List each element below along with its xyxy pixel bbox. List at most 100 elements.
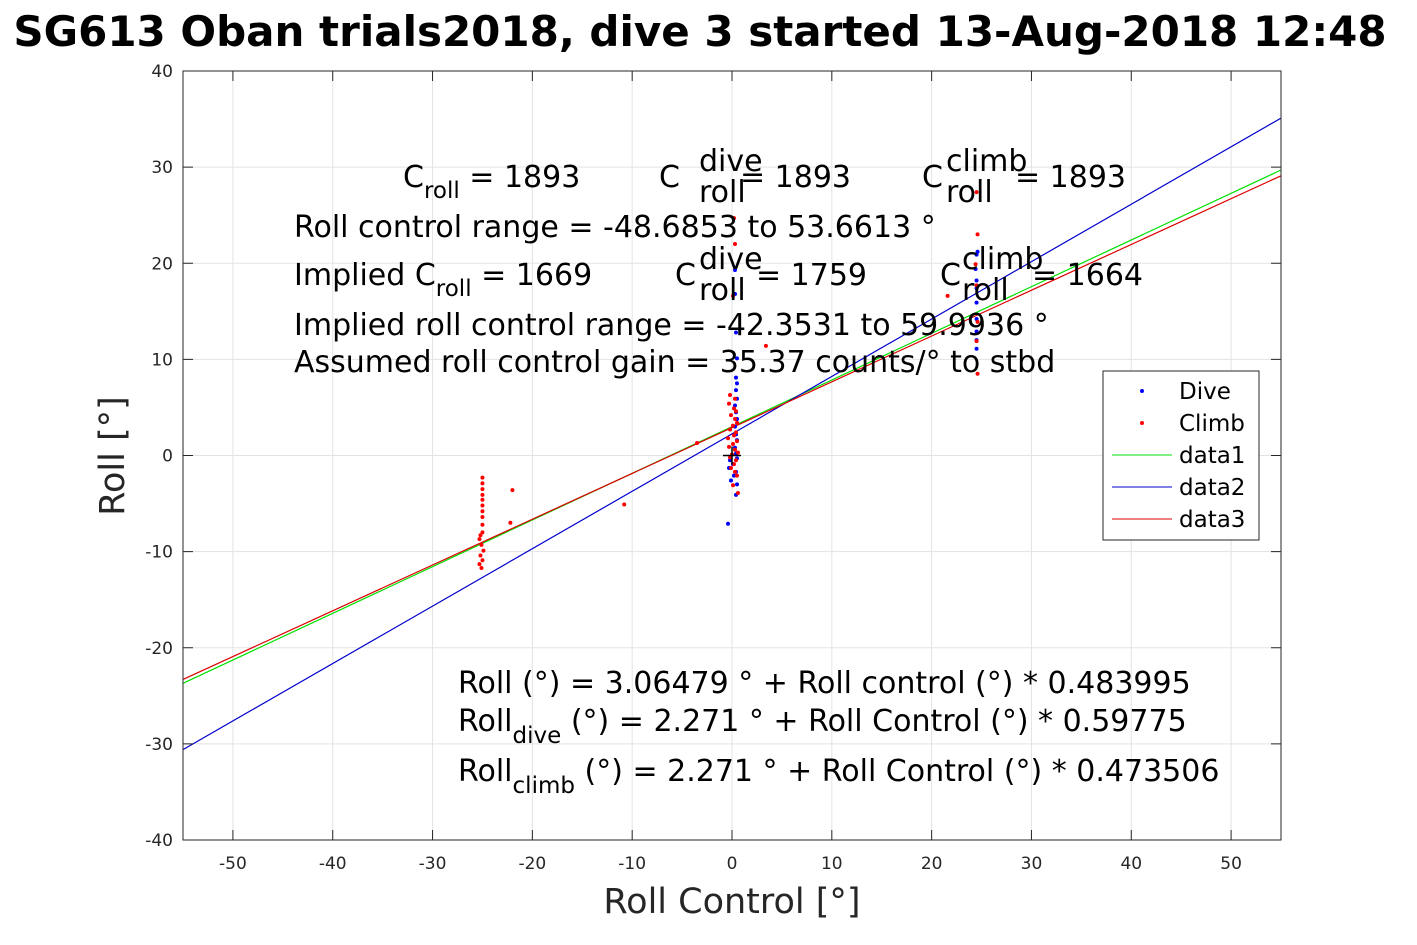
x-tick-label: 50 [1220,854,1242,874]
climb-point [510,488,515,493]
climb-point [480,475,485,480]
climb-point [478,533,483,538]
implied-c-climb-base: C [940,258,961,293]
y-tick-label: 20 [151,254,173,274]
x-tick-label: 40 [1120,854,1142,874]
implied-c-dive-sup: dive [699,242,763,277]
climb-point [480,558,485,563]
climb-point [732,447,737,452]
climb-point [728,427,733,432]
climb-point [479,565,484,570]
climb-point [726,436,731,441]
c-roll-dive-sup: dive [699,144,763,179]
climb-point [728,392,733,397]
climb-point [733,458,738,463]
legend: Dive Climb data1 data2 data3 [1102,370,1260,541]
x-tick-label: -30 [419,854,447,874]
x-axis-label: Roll Control [°] [603,882,860,922]
climb-point [732,416,737,421]
climb-point [729,413,734,418]
climb-point [508,520,513,525]
dive-point [734,482,739,487]
climb-point [731,433,736,438]
climb-point [734,420,739,425]
dive-point [974,286,979,291]
climb-point [730,293,735,298]
legend-dive-label: Dive [1179,379,1231,405]
dive-point [726,521,731,526]
c-roll-dive-base: C [659,160,680,195]
climb-point [727,444,732,449]
c-roll-sub: roll [424,178,460,204]
x-tick-label: 20 [921,854,943,874]
implied-c-dive-value: = 1759 [756,258,867,293]
implied-c-roll-sub: roll [436,276,472,302]
x-tick-label: 10 [821,854,843,874]
c-roll-annotation: Croll = 1893 [403,160,580,204]
climb-eq-rest: (°) = 2.271 ° + Roll Control (°) * 0.473… [575,754,1219,789]
climb-point [973,262,978,267]
climb-point [480,515,485,520]
implied-c-roll-value: = 1669 [472,258,593,293]
axis-ticks: -50 -40 -30 -20 -10 0 10 20 30 40 50 -40 -30 -20 -10 0 1… [145,62,1281,874]
x-tick-label: -20 [518,854,546,874]
c-roll-climb-sub: roll [946,175,993,210]
x-tick-label: 0 [727,854,738,874]
implied-c-climb-sup: climb [962,242,1043,277]
climb-point [478,553,483,558]
dive-point [733,330,738,335]
c-roll-climb-sup: climb [946,144,1027,179]
climb-point [480,522,485,527]
legend-climb-label: Climb [1179,411,1245,437]
c-roll-dive-sub: roll [699,175,746,210]
legend-dive-marker [1140,389,1144,393]
y-axis-label: Roll [°] [93,396,133,516]
legend-climb-marker [1140,421,1144,425]
legend-data3-label: data3 [1179,507,1245,533]
dive-point [733,388,738,393]
climb-point [479,542,484,547]
dive-eq-sub: dive [513,723,562,749]
y-tick-label: 30 [151,158,173,178]
dive-point [974,346,979,351]
climb-point [975,371,980,376]
implied-c-dive-sub: roll [699,273,746,308]
y-tick-label: 40 [151,62,173,82]
dive-point [974,278,979,283]
climb-point [731,462,736,467]
dive-point [974,300,979,305]
dive-point [732,267,737,272]
climb-point [730,423,735,428]
fit-equation: Roll (°) = 3.06479 ° + Roll control (°) … [458,666,1191,701]
dive-point [734,381,739,386]
c-roll-base: C [403,160,424,195]
y-tick-label: -20 [145,639,173,659]
climb-point [480,503,485,508]
climb-point [732,242,737,247]
dive-point [728,458,733,463]
dive-point [973,267,978,272]
climb-point [735,490,740,495]
dive-point [734,356,739,361]
roll-control-range: Roll control range = -48.6853 to 53.6613… [294,210,936,245]
climb-point [480,509,485,514]
implied-c-roll: Implied Croll = 1669 [294,258,592,302]
climb-point [974,190,979,195]
legend-data1-label: data1 [1179,443,1245,469]
climb-point [732,396,737,401]
implied-c-climb-sub: roll [962,273,1009,308]
dive-equation: Rolldive (°) = 2.271 ° + Roll Control (°… [458,704,1187,749]
x-tick-label: 30 [1021,854,1043,874]
climb-point [974,283,979,288]
y-tick-label: -30 [145,735,173,755]
climb-point [729,465,734,470]
implied-range: Implied roll control range = -42.3531 to… [294,308,1049,343]
legend-data2-label: data2 [1179,475,1245,501]
climb-point [735,450,740,455]
dive-eq-base: Roll [458,704,513,739]
climb-point [477,562,482,567]
origin-marker [723,446,741,465]
climb-point [734,439,739,444]
implied-c-roll-prefix: Implied C [294,258,436,293]
